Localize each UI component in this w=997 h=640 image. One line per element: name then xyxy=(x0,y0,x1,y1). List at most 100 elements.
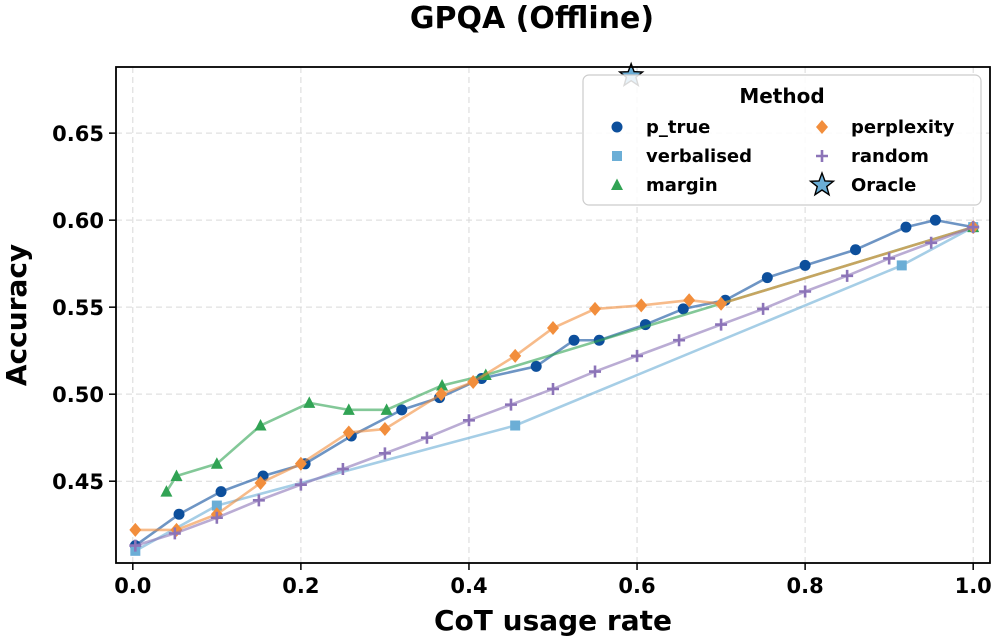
data-point-random xyxy=(252,494,265,507)
legend-marker-oracle xyxy=(808,170,836,197)
series-margin xyxy=(160,220,980,497)
data-point-random xyxy=(673,334,686,347)
data-point-p-true xyxy=(929,214,941,226)
data-point-random xyxy=(336,463,349,476)
data-point-random xyxy=(925,236,938,249)
data-point-random xyxy=(715,318,728,331)
legend-title: Method xyxy=(739,84,824,108)
data-point-random xyxy=(168,527,181,540)
legend-label-oracle: Oracle xyxy=(851,175,916,196)
data-point-random xyxy=(757,302,770,315)
legend-label-verbalised: verbalised xyxy=(646,146,752,167)
data-point-perplexity xyxy=(635,298,648,313)
data-point-random xyxy=(420,431,433,444)
x-tick-label: 0.0 xyxy=(114,574,151,598)
y-axis-label: Accuracy xyxy=(0,244,33,386)
data-point-random xyxy=(129,539,142,552)
series-line-p-true xyxy=(134,218,974,547)
data-point-random xyxy=(631,349,644,362)
data-point-verbalised xyxy=(211,500,222,511)
data-point-p-true xyxy=(900,221,912,233)
data-point-p-true xyxy=(215,486,227,498)
data-point-margin xyxy=(380,403,393,415)
data-point-perplexity xyxy=(509,348,522,363)
series-line-margin xyxy=(165,225,974,493)
series-layer xyxy=(129,61,980,556)
x-tick-label: 1.0 xyxy=(955,574,992,598)
legend-label-margin: margin xyxy=(646,175,718,196)
legend-label-random: random xyxy=(851,146,929,167)
legend-marker-margin xyxy=(611,178,623,190)
data-point-p-true xyxy=(568,334,580,346)
data-point-random xyxy=(462,414,475,427)
x-tick-label: 0.4 xyxy=(450,574,487,598)
legend-marker-random xyxy=(816,150,828,162)
data-point-verbalised xyxy=(896,260,907,271)
plot-frame xyxy=(115,66,991,564)
legend-item-oracle: Oracle xyxy=(808,170,916,197)
data-point-perplexity xyxy=(129,522,142,537)
x-tick-label: 0.8 xyxy=(787,574,824,598)
tick-layer: 0.0 0.2 0.4 0.6 0.8 1.0 0.45 0.50 0.55 0.60 0.65 xyxy=(52,122,992,598)
data-point-random xyxy=(294,478,307,491)
data-point-perplexity xyxy=(547,321,559,336)
x-tick-label: 0.6 xyxy=(618,574,655,598)
data-point-perplexity xyxy=(589,301,602,316)
data-point-p-true xyxy=(761,272,773,284)
legend-item-margin: margin xyxy=(611,175,718,196)
data-point-random xyxy=(210,511,223,524)
data-point-perplexity xyxy=(342,425,355,440)
legend-box xyxy=(582,74,982,206)
data-point-verbalised xyxy=(510,420,521,431)
data-point-p-true xyxy=(850,244,862,256)
data-point-random xyxy=(378,447,391,460)
data-point-p-true xyxy=(677,303,689,315)
data-point-perplexity xyxy=(378,421,391,436)
data-point-random xyxy=(547,382,559,395)
legend-marker-perplexity xyxy=(816,120,828,134)
legend: Method p_true verbalised margin perplexity r… xyxy=(582,74,982,206)
data-point-p-true xyxy=(530,360,542,372)
data-point-margin xyxy=(210,457,223,469)
data-point-perplexity xyxy=(467,375,480,390)
series-line-perplexity xyxy=(135,225,974,532)
data-point-perplexity xyxy=(683,293,696,308)
legend-marker-verbalised xyxy=(612,151,622,161)
data-point-p-true xyxy=(396,404,408,416)
data-point-margin xyxy=(170,469,183,481)
data-point-margin xyxy=(303,396,316,408)
x-tick-label: 0.2 xyxy=(282,574,319,598)
data-point-perplexity xyxy=(435,387,448,402)
data-point-p-true xyxy=(173,508,185,520)
y-tick-label: 0.45 xyxy=(52,470,104,494)
data-point-margin xyxy=(254,419,267,431)
legend-label-p-true: p_true xyxy=(646,117,710,138)
chart-title: GPQA (Offline) xyxy=(410,1,654,36)
legend-item-perplexity: perplexity xyxy=(816,117,955,138)
series-perplexity xyxy=(129,220,980,537)
data-point-margin xyxy=(342,403,355,415)
data-point-random xyxy=(967,221,980,234)
x-axis-label: CoT usage rate xyxy=(434,604,672,637)
data-point-perplexity xyxy=(715,296,728,311)
data-point-p-true xyxy=(799,259,811,271)
y-tick-label: 0.55 xyxy=(52,296,104,320)
data-point-perplexity xyxy=(294,456,307,471)
y-tick-label: 0.65 xyxy=(52,122,104,146)
series-random xyxy=(129,221,980,552)
data-point-margin xyxy=(436,378,449,391)
data-point-random xyxy=(799,285,812,298)
legend-label-perplexity: perplexity xyxy=(851,117,955,138)
legend-item-verbalised: verbalised xyxy=(612,146,752,167)
data-point-perplexity xyxy=(254,475,267,490)
data-point-random xyxy=(589,365,602,378)
legend-marker-p-true xyxy=(611,121,623,133)
legend-item-p-true: p_true xyxy=(611,117,710,138)
data-point-random xyxy=(841,269,854,282)
legend-item-random: random xyxy=(816,146,929,167)
y-tick-label: 0.50 xyxy=(52,383,104,407)
data-point-random xyxy=(504,398,517,411)
y-tick-label: 0.60 xyxy=(52,209,104,233)
data-point-random xyxy=(883,252,896,265)
